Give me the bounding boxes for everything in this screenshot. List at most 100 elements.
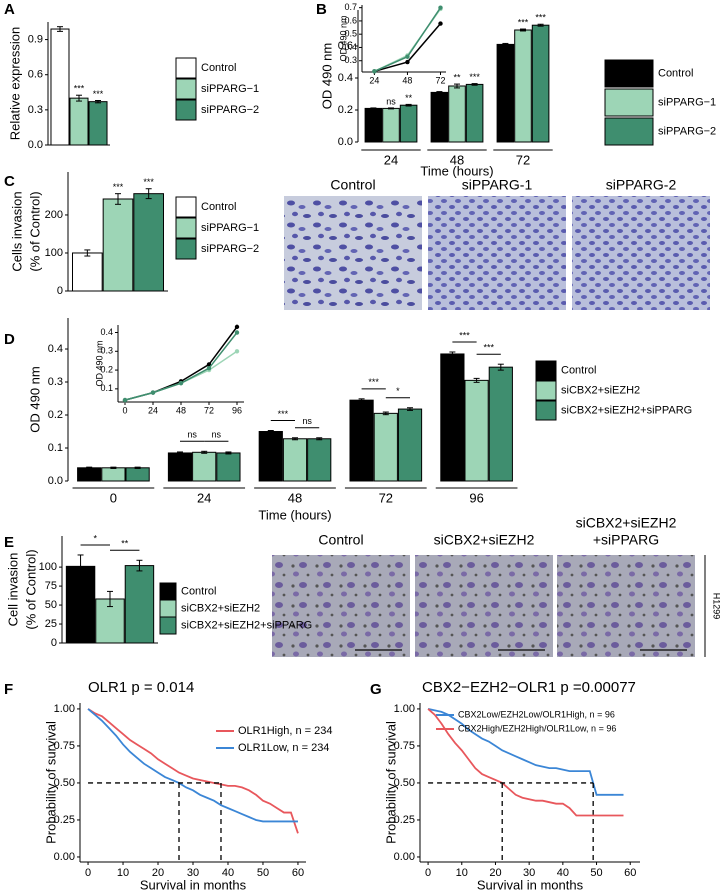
x-tick-label: 20: [489, 867, 501, 879]
y-tick-label: 0.1: [48, 442, 63, 454]
x-tick-label: 96: [232, 405, 242, 415]
panel-letter: C: [4, 173, 15, 190]
significance: ns: [386, 96, 396, 106]
significance: ***: [74, 84, 85, 94]
point: [438, 5, 443, 10]
legend-swatch: [159, 599, 177, 618]
bar: [430, 91, 449, 143]
y-tick-label: 0.5: [344, 29, 357, 39]
bar: [65, 565, 96, 644]
legend-swatch: [604, 117, 654, 146]
x-axis-label: Time (hours): [420, 163, 493, 178]
bar: [382, 107, 400, 143]
x-axis-label: Time (hours): [258, 507, 331, 522]
micrograph-label: siPPARG-2: [606, 177, 677, 193]
x-tick-label: 50: [257, 867, 269, 879]
y-tick-label: 0.6: [338, 40, 353, 52]
legend-label: Control: [201, 201, 236, 213]
y-tick-label: 0.50: [394, 777, 415, 789]
legend-label: siPPARG−1: [658, 96, 716, 108]
panel-letter: B: [316, 1, 327, 18]
x-tick-label: 0: [122, 405, 127, 415]
bar: [349, 399, 374, 482]
point: [405, 59, 410, 65]
cell-line-label: H1299: [712, 593, 722, 620]
legend-swatch: [175, 78, 197, 100]
bracket-label: ns: [212, 430, 222, 440]
y-tick-label: 1.00: [54, 703, 75, 715]
legend-swatch: [604, 59, 654, 88]
x-tick-label: 50: [590, 867, 602, 879]
significance: ***: [93, 89, 104, 99]
x-tick-label: 48: [176, 405, 186, 415]
bracket-label: ***: [368, 377, 379, 387]
y-axis-label: Cell invasion: [5, 553, 20, 627]
x-tick-label: 0: [85, 867, 91, 879]
y-tick-label: 100: [45, 247, 63, 259]
legend-label: siCBX2+siEZH2: [181, 602, 260, 614]
legend-swatch: [535, 380, 557, 401]
bar: [496, 43, 515, 143]
y-tick-label: 0.3: [344, 55, 357, 65]
x-tick-label: 60: [292, 867, 304, 879]
y-tick-label: 0.3: [100, 346, 113, 356]
micrograph-label: siCBX2+siEZH2: [576, 515, 677, 531]
x-tick-label: 0: [110, 490, 117, 505]
legend-label: siCBX2+siEZH2+siPPARG: [561, 404, 692, 416]
x-tick-label: 72: [204, 405, 214, 415]
point: [234, 324, 240, 330]
bar: [125, 467, 150, 482]
series-line: [124, 350, 238, 401]
micrograph: [415, 555, 553, 657]
significance: **: [405, 93, 413, 103]
x-tick-label: 30: [523, 867, 535, 879]
x-tick-label: 24: [197, 490, 211, 505]
y-tick-label: 25: [45, 618, 57, 630]
y-axis-label: OD 490 nm: [94, 340, 104, 386]
legend-label: siPPARG−2: [201, 243, 259, 255]
point: [150, 390, 156, 395]
bar: [192, 451, 217, 482]
survival-curve: [427, 708, 624, 796]
point: [372, 69, 377, 74]
y-tick-label: 100: [39, 561, 57, 573]
legend-swatch: [535, 400, 557, 421]
y-tick-label: 0.0: [48, 475, 63, 487]
y-tick-label: 0.4: [100, 327, 113, 337]
legend-swatch: [175, 238, 197, 260]
y-tick-label: 0: [57, 285, 63, 297]
bracket-label: **: [121, 539, 129, 549]
point: [234, 330, 240, 335]
bar: [258, 431, 283, 482]
micrographs-c: [284, 196, 710, 310]
y-tick-label: 0.3: [48, 376, 63, 388]
legend-label: CBX2High/EZH2High/OLR1Low, n = 96: [458, 723, 616, 733]
legend-label: siCBX2+siEZH2: [561, 384, 640, 396]
point: [206, 362, 212, 367]
legend-label: OLR1High, n = 234: [238, 725, 332, 737]
series-line: [124, 326, 238, 401]
point: [206, 365, 212, 371]
panel-letter: F: [4, 681, 13, 698]
legend-label: Control: [561, 364, 596, 376]
point: [178, 381, 184, 386]
significance: ***: [535, 13, 546, 23]
x-tick-label: 10: [456, 867, 468, 879]
x-tick-label: 40: [222, 867, 234, 879]
legend-label: Control: [201, 62, 236, 74]
bar: [488, 366, 513, 482]
y-axis-label: Relative expression: [7, 27, 22, 140]
legend-label: Control: [658, 67, 693, 79]
bar: [531, 24, 550, 143]
point: [234, 349, 240, 354]
y-tick-label: 0: [51, 637, 57, 649]
y-tick-label: 0.0: [338, 136, 353, 148]
legend-swatch: [175, 99, 197, 121]
x-tick-label: 60: [624, 867, 636, 879]
y-tick-label: 1.00: [394, 703, 415, 715]
bracket-label: *: [94, 533, 98, 543]
bar: [282, 438, 308, 482]
y-tick-label: 0.75: [54, 740, 75, 752]
point: [405, 54, 410, 59]
